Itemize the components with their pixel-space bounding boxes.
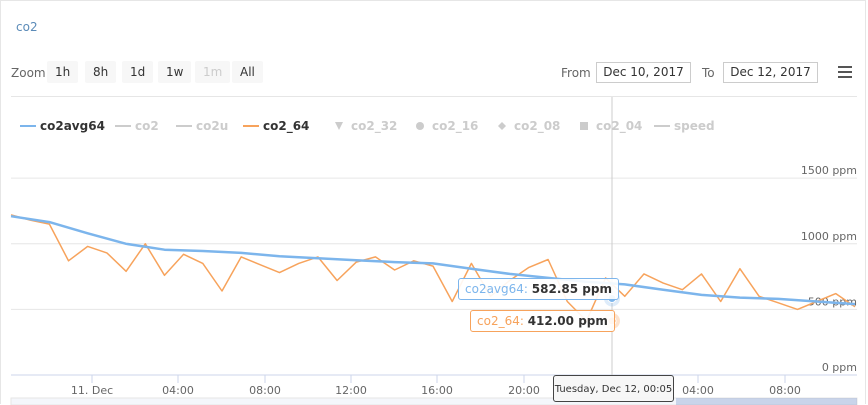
navigator-strip[interactable] xyxy=(10,397,858,405)
y-tick-label: 0 ppm xyxy=(822,361,857,374)
tooltip-co2avg64: co2avg64: 582.85 ppm xyxy=(458,278,619,300)
tooltip-series-name: co2avg64 xyxy=(465,282,524,296)
zoom-1m-button: 1m xyxy=(195,61,231,83)
legend-item-co2u[interactable]: co2u xyxy=(196,119,228,133)
zoom-1w-button[interactable]: 1w xyxy=(158,61,192,83)
legend-item-co2_04[interactable]: co2_04 xyxy=(596,119,642,134)
tooltip-series-value: 582.85 ppm xyxy=(531,282,612,296)
legend-diamond-icon[interactable] xyxy=(498,122,506,130)
legend-item-co2[interactable]: co2 xyxy=(135,119,159,133)
range-to-label: To xyxy=(702,66,715,80)
legend-item-speed[interactable]: speed xyxy=(674,119,715,133)
range-from-label: From xyxy=(561,66,591,80)
range-from-input[interactable] xyxy=(596,62,691,83)
legend-circle-icon[interactable] xyxy=(416,122,424,130)
legend-item-co2_16[interactable]: co2_16 xyxy=(432,119,478,134)
tooltip-co2-64: co2_64: 412.00 ppm xyxy=(470,310,615,332)
series-line-co2_64[interactable] xyxy=(10,214,856,322)
y-tick-label: 1000 ppm xyxy=(801,230,857,243)
y-tick-label: 1500 ppm xyxy=(801,164,857,177)
x-tick-label: 11. Dec xyxy=(71,384,113,397)
chart-title-link[interactable]: co2 xyxy=(16,20,38,34)
tooltip-series-value: 412.00 ppm xyxy=(527,314,608,328)
legend-triangle-icon[interactable] xyxy=(335,122,343,130)
x-tick-label: 16:00 xyxy=(421,384,453,397)
legend-item-co2_08[interactable]: co2_08 xyxy=(514,119,560,134)
x-axis-tooltip-label: Tuesday, Dec 12, 00:05 xyxy=(553,375,674,402)
hamburger-menu-icon[interactable] xyxy=(838,66,852,78)
legend-item-co2avg64[interactable]: co2avg64 xyxy=(40,119,105,133)
range-to-input[interactable] xyxy=(723,62,818,83)
x-tick-label: 08:00 xyxy=(249,384,281,397)
legend-square-icon[interactable] xyxy=(580,122,588,130)
x-tick-label: 20:00 xyxy=(508,384,540,397)
x-tick-label: 08:00 xyxy=(769,384,801,397)
tooltip-series-name: co2_64 xyxy=(477,314,520,328)
zoom-8h-button[interactable]: 8h xyxy=(85,61,117,83)
navigator-selected-range[interactable] xyxy=(676,398,857,405)
x-tick-label: 04:00 xyxy=(682,384,714,397)
legend-item-co2_32[interactable]: co2_32 xyxy=(351,119,397,134)
series-line-co2avg64[interactable] xyxy=(10,214,856,306)
legend-item-co2_64[interactable]: co2_64 xyxy=(263,119,309,134)
header-divider xyxy=(11,96,857,97)
x-tick-label: 04:00 xyxy=(162,384,194,397)
zoom-label: Zoom xyxy=(11,66,46,80)
zoom-1d-button[interactable]: 1d xyxy=(122,61,154,83)
zoom-1h-button[interactable]: 1h xyxy=(47,61,79,83)
x-tick-label: 12:00 xyxy=(335,384,367,397)
zoom-all-button[interactable]: All xyxy=(232,61,263,83)
